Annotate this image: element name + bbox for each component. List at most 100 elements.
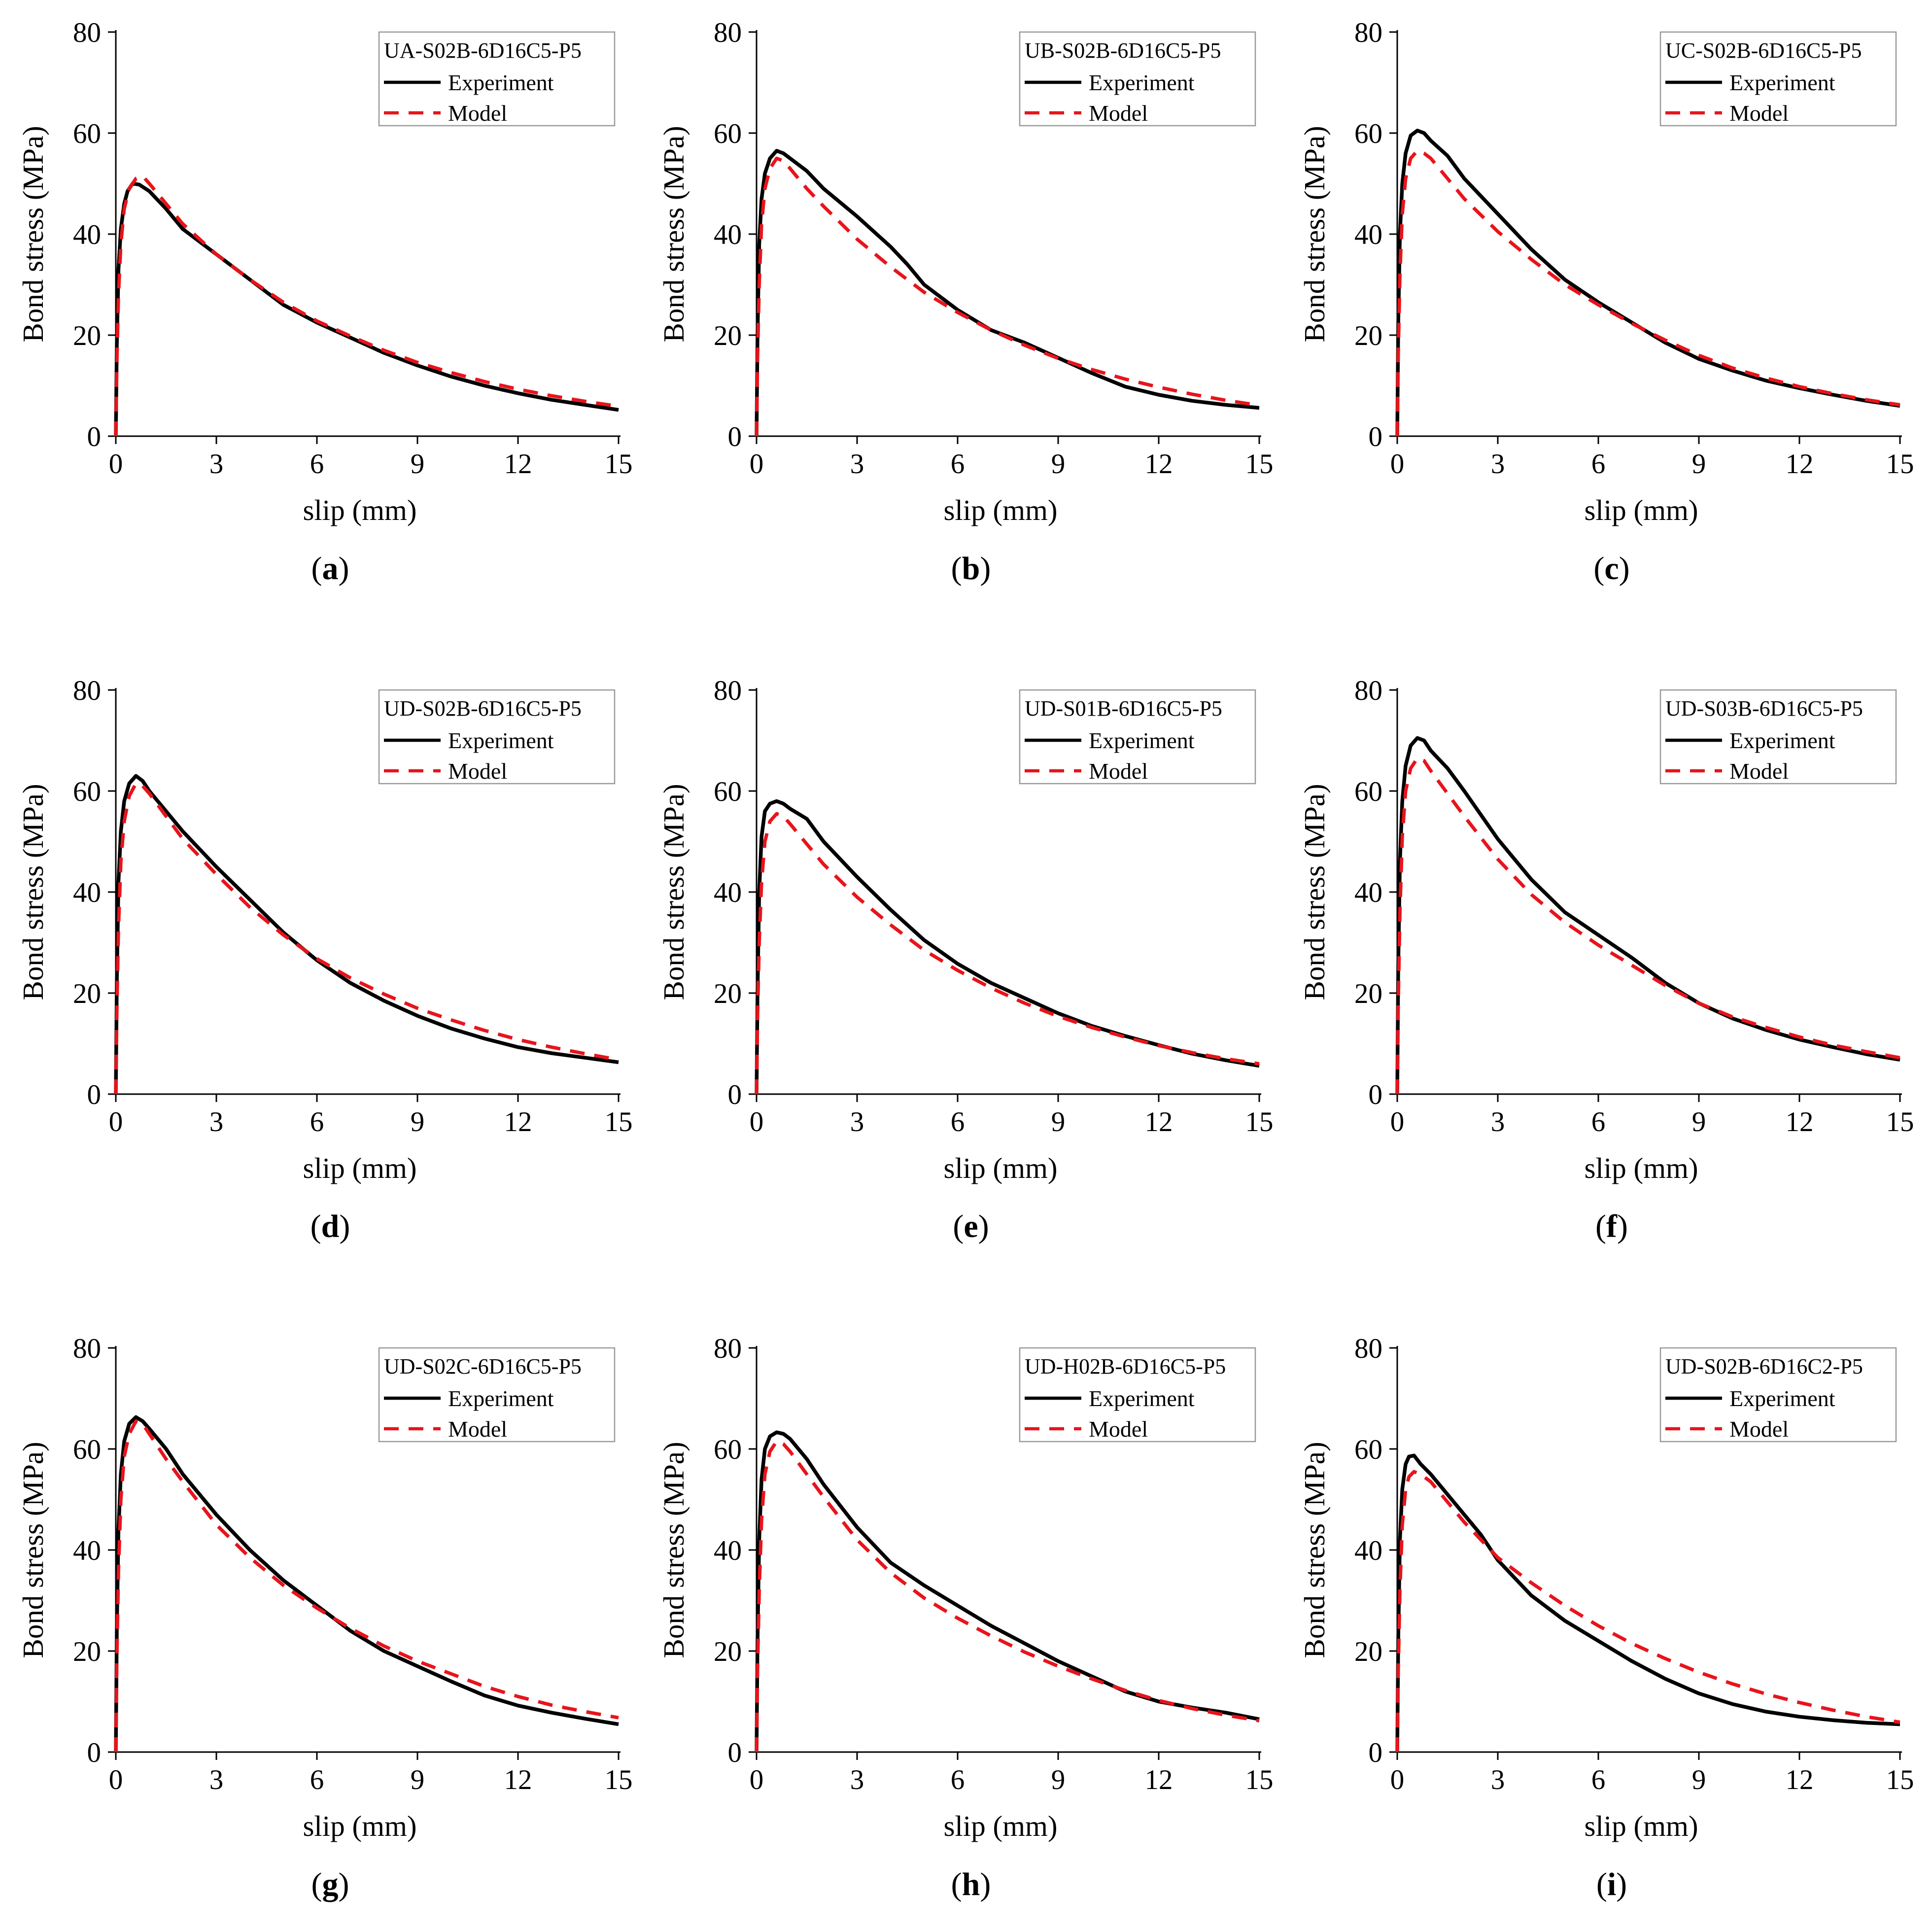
x-tick-label: 15 [605,448,633,480]
x-tick-label: 3 [1491,448,1505,480]
x-tick-label: 12 [1786,1764,1814,1795]
x-tick-label: 9 [1692,448,1706,480]
y-tick-label: 40 [73,219,101,250]
y-tick-label: 20 [1354,978,1382,1009]
x-axis-title: slip (mm) [303,494,416,526]
panel-caption: (d) [310,1208,350,1244]
x-tick-label: 9 [1051,1106,1066,1137]
y-tick-label: 40 [1354,877,1382,908]
x-tick-label: 9 [411,448,425,480]
y-tick-label: 60 [73,1434,101,1465]
y-tick-label: 60 [714,776,742,807]
legend-title: UD-S03B-6D16C5-P5 [1665,696,1863,721]
x-tick-label: 0 [1390,1764,1405,1795]
legend-entry-label: Model [1089,1416,1148,1442]
y-tick-label: 40 [1354,219,1382,250]
x-tick-label: 9 [411,1764,425,1795]
x-tick-label: 12 [504,448,532,480]
x-tick-label: 12 [504,1764,532,1795]
y-tick-label: 60 [1354,118,1382,149]
x-tick-label: 3 [1491,1106,1505,1137]
x-tick-label: 0 [109,448,123,480]
legend-entry-label: Experiment [1089,728,1195,753]
chart-panel-h: 0 3 6 9 12 15 0 20 40 60 80 slip (mm) Bond stress (M… [657,1333,1274,1902]
y-tick-label: 40 [714,1535,742,1566]
legend-box [1019,31,1256,127]
experiment-series-line [755,149,1260,437]
x-tick-label: 3 [209,1764,224,1795]
x-tick-label: 15 [605,1106,633,1137]
legend-title: UD-S02B-6D16C2-P5 [1665,1354,1863,1378]
y-axis-title: Bond stress (MPa) [1298,126,1331,342]
y-tick-label: 20 [1354,1636,1382,1667]
y-tick-label: 0 [87,1079,102,1110]
x-axis-title: slip (mm) [303,1810,416,1842]
x-axis-title: slip (mm) [1584,494,1698,526]
y-tick-label: 40 [73,877,101,908]
y-tick-label: 80 [1354,1333,1382,1364]
x-axis-title: slip (mm) [1584,1810,1698,1842]
chart-panel-g: 0 3 6 9 12 15 0 20 40 60 80 slip (mm) Bond stress (M… [17,1333,633,1902]
x-axis-title: slip (mm) [303,1152,416,1184]
y-tick-label: 0 [87,421,102,452]
x-tick-label: 12 [1145,1764,1173,1795]
x-tick-label: 15 [605,1764,633,1795]
y-tick-label: 0 [728,1737,742,1768]
x-tick-label: 0 [1390,1106,1405,1137]
x-tick-label: 9 [1051,448,1066,480]
y-tick-label: 0 [1369,421,1383,452]
legend-box [1659,31,1897,127]
legend-entry-label: Model [448,101,507,126]
x-tick-label: 0 [750,1764,764,1795]
experiment-series-line [1395,129,1900,437]
x-axis-title: slip (mm) [943,1810,1057,1842]
x-tick-label: 3 [1491,1764,1505,1795]
x-tick-label: 0 [750,448,764,480]
legend-title: UD-S02B-6D16C5-P5 [384,696,582,721]
y-tick-label: 40 [73,1535,101,1566]
chart-panel-c: 0 3 6 9 12 15 0 20 40 60 80 slip (mm) Bond stress (M… [1298,17,1914,586]
y-tick-label: 20 [714,978,742,1009]
x-tick-label: 6 [951,448,965,480]
chart-panel-i: 0 3 6 9 12 15 0 20 40 60 80 slip (mm) Bond stress (M… [1298,1333,1914,1902]
legend-entry-label: Experiment [1729,1386,1835,1411]
model-series-line [114,782,619,1095]
legend-box [1659,1347,1897,1443]
x-tick-label: 6 [1591,448,1606,480]
legend-title: UA-S02B-6D16C5-P5 [384,38,582,63]
panel-caption: (h) [951,1866,991,1902]
y-tick-label: 0 [728,421,742,452]
panel-caption: (i) [1596,1866,1627,1902]
y-axis-title: Bond stress (MPa) [17,1442,49,1658]
legend-entry-label: Experiment [448,70,554,95]
y-tick-label: 60 [73,118,101,149]
legend-box [1659,689,1897,785]
x-tick-label: 12 [1786,448,1814,480]
legend-entry-label: Model [448,1416,507,1442]
legend-entry-label: Model [1729,1416,1789,1442]
y-tick-label: 80 [714,675,742,706]
x-tick-label: 0 [109,1106,123,1137]
chart-panel-a: 0 3 6 9 12 15 0 20 40 60 80 slip (mm) Bond stress (M… [17,17,633,586]
x-tick-label: 6 [1591,1106,1606,1137]
chart-panel-e: 0 3 6 9 12 15 0 20 40 60 80 slip (mm) Bond stress (M… [657,675,1274,1244]
x-tick-label: 6 [310,448,324,480]
model-series-line [114,1419,619,1753]
y-tick-label: 60 [1354,1434,1382,1465]
y-tick-label: 20 [714,1636,742,1667]
legend-title: UB-S02B-6D16C5-P5 [1025,38,1221,63]
x-tick-label: 3 [850,448,864,480]
x-tick-label: 6 [951,1106,965,1137]
chart-panel-d: 0 3 6 9 12 15 0 20 40 60 80 slip (mm) Bond stress (M… [17,675,633,1244]
x-tick-label: 12 [1145,1106,1173,1137]
legend-entry-label: Model [1089,758,1148,784]
y-axis-title: Bond stress (MPa) [657,784,690,1000]
y-tick-label: 0 [1369,1079,1383,1110]
panel-caption: (g) [311,1866,349,1902]
y-tick-label: 60 [1354,776,1382,807]
experiment-series-line [114,181,619,437]
experiment-series-line [755,1430,1260,1753]
legend-title: UC-S02B-6D16C5-P5 [1665,38,1862,63]
x-axis-title: slip (mm) [943,1152,1057,1184]
